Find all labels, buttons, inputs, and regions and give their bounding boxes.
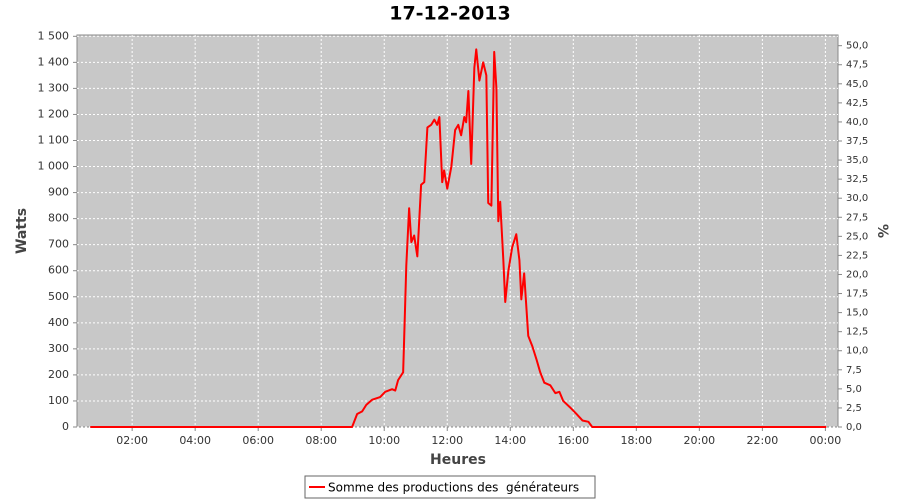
y2-tick-label: 47,5	[846, 60, 868, 71]
y-tick-label: 1 000	[38, 160, 70, 173]
y2-tick-label: 45,0	[846, 79, 868, 90]
x-tick-label: 20:00	[683, 434, 715, 447]
x-tick-label: 18:00	[620, 434, 652, 447]
chart-title: 17-12-2013	[389, 3, 511, 25]
y-tick-label: 1 500	[38, 29, 70, 42]
legend-text: Somme des productions des générateurs	[328, 481, 579, 495]
y-tick-label: 100	[48, 394, 69, 407]
x-tick-label: 16:00	[557, 434, 589, 447]
data-line	[90, 48, 827, 428]
y-tick-label: 800	[48, 212, 69, 225]
legend	[304, 475, 596, 499]
y2-tick-label: 5,0	[846, 384, 862, 395]
y2-tick-label: 2,5	[846, 403, 862, 414]
y2-tick-label: 37,5	[846, 136, 868, 147]
y-tick-label: 300	[48, 342, 69, 355]
y2-tick-label: 50,0	[846, 41, 868, 52]
y-tick-label: 1 200	[38, 107, 70, 120]
x-tick-label: 04:00	[179, 434, 211, 447]
y2-tick-label: 35,0	[846, 155, 868, 166]
y-tick-label: 600	[48, 264, 69, 277]
plot-area	[76, 34, 839, 428]
y-tick-label: 900	[48, 186, 69, 199]
y-axis-label: Watts	[14, 208, 30, 254]
y2-tick-label: 7,5	[846, 365, 862, 376]
y2-tick-label: 10,0	[846, 346, 868, 357]
y2-tick-label: 25,0	[846, 231, 868, 242]
y2-tick-label: 32,5	[846, 174, 868, 185]
y-tick-label: 1 300	[38, 81, 70, 94]
x-tick-label: 02:00	[116, 434, 148, 447]
y2-tick-label: 15,0	[846, 308, 868, 319]
y-tick-label: 1 100	[38, 133, 70, 146]
y2-tick-label: 27,5	[846, 212, 868, 223]
y-tick-label: 1 400	[38, 55, 70, 68]
y-tick-label: 0	[62, 420, 69, 433]
y-tick-label: 200	[48, 368, 69, 381]
x-tick-label: 12:00	[431, 434, 463, 447]
x-tick-label: 22:00	[747, 434, 779, 447]
y2-axis-label: %	[874, 224, 890, 238]
x-tick-label: 10:00	[368, 434, 400, 447]
y-tick-label: 500	[48, 290, 69, 303]
y-tick-label: 400	[48, 316, 69, 329]
y-tick-label: 700	[48, 238, 69, 251]
x-tick-label: 14:00	[494, 434, 526, 447]
y2-tick-label: 22,5	[846, 250, 868, 261]
x-axis-label: Heures	[430, 452, 486, 468]
y2-tick-label: 0,0	[846, 422, 862, 433]
y2-tick-label: 17,5	[846, 289, 868, 300]
x-tick-label: 06:00	[242, 434, 274, 447]
y2-tick-label: 42,5	[846, 98, 868, 109]
y2-tick-label: 40,0	[846, 117, 868, 128]
y2-tick-label: 12,5	[846, 327, 868, 338]
y2-tick-label: 20,0	[846, 269, 868, 280]
y2-tick-label: 30,0	[846, 193, 868, 204]
x-tick-label: 08:00	[305, 434, 337, 447]
x-tick-label: 00:00	[810, 434, 842, 447]
